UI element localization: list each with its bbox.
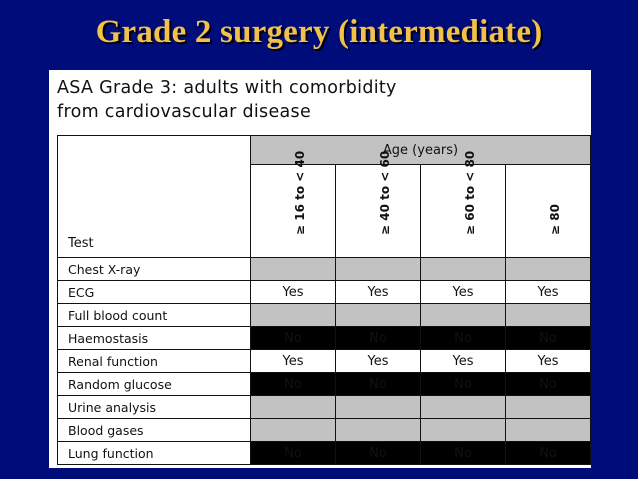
table-row: Chest X-ray bbox=[57, 257, 591, 281]
age-band-label: ≥ 16 to < 40 bbox=[293, 150, 307, 235]
table-row: Urine analysis bbox=[57, 395, 591, 419]
recommendation-cell bbox=[504, 257, 591, 281]
recommendation-cell: No bbox=[335, 326, 421, 350]
table-row: ECG Yes Yes Yes Yes bbox=[57, 280, 591, 304]
test-name-cell: Renal function bbox=[57, 349, 251, 373]
panel-heading-line-1: ASA Grade 3: adults with comorbidity bbox=[57, 78, 397, 98]
recommendation-cell bbox=[420, 395, 506, 419]
age-column-header: Age (years) bbox=[249, 135, 591, 165]
test-name-cell: Urine analysis bbox=[57, 395, 251, 419]
recommendation-cell: No bbox=[335, 441, 421, 465]
recommendation-cell: Yes bbox=[504, 349, 591, 373]
age-bands-row: ≥ 16 to < 40 ≥ 40 to < 60 ≥ 60 to < 80 ≥… bbox=[58, 151, 591, 258]
table-header-row: Test Age (years) bbox=[57, 135, 591, 258]
panel-heading-line-2: from cardiovascular disease bbox=[57, 102, 312, 122]
recommendation-cell: Yes bbox=[335, 349, 421, 373]
preop-tests-table: Test Age (years) ≥ 16 to < 40 ≥ 40 to < … bbox=[57, 135, 591, 465]
test-column-header: Test bbox=[57, 135, 251, 258]
table-row: Full blood count bbox=[57, 303, 591, 327]
recommendation-cell: No bbox=[420, 326, 506, 350]
age-band-header: ≥ 60 to < 80 bbox=[420, 151, 506, 258]
recommendation-cell bbox=[250, 303, 336, 327]
recommendation-cell bbox=[250, 395, 336, 419]
recommendation-cell: No bbox=[504, 372, 591, 396]
test-name-cell: Lung function bbox=[57, 441, 251, 465]
table-row: Haemostasis No No No No bbox=[57, 326, 591, 350]
recommendation-cell: Yes bbox=[250, 349, 336, 373]
table-row: Random glucose No No No No bbox=[57, 372, 591, 396]
guideline-table-image: ASA Grade 3: adults with comorbidity fro… bbox=[49, 70, 591, 468]
recommendation-cell: Yes bbox=[335, 280, 421, 304]
recommendation-cell bbox=[335, 395, 421, 419]
recommendation-cell bbox=[504, 395, 591, 419]
recommendation-cell: Yes bbox=[504, 280, 591, 304]
recommendation-cell bbox=[504, 303, 591, 327]
age-band-header: ≥ 16 to < 40 bbox=[250, 151, 336, 258]
recommendation-cell bbox=[335, 418, 421, 442]
recommendation-cell: Yes bbox=[420, 280, 506, 304]
recommendation-cell: No bbox=[504, 441, 591, 465]
recommendation-cell bbox=[420, 257, 506, 281]
age-band-label: ≥ 80 bbox=[548, 204, 562, 235]
table-row: Blood gases bbox=[57, 418, 591, 442]
recommendation-cell: No bbox=[504, 326, 591, 350]
recommendation-cell: Yes bbox=[420, 349, 506, 373]
age-band-label: ≥ 60 to < 80 bbox=[463, 150, 477, 235]
test-name-cell: Chest X-ray bbox=[57, 257, 251, 281]
recommendation-cell bbox=[335, 257, 421, 281]
recommendation-cell bbox=[250, 257, 336, 281]
recommendation-cell bbox=[420, 303, 506, 327]
panel-heading: ASA Grade 3: adults with comorbidity fro… bbox=[57, 76, 587, 124]
age-band-header: ≥ 80 bbox=[504, 164, 591, 258]
test-name-cell: Blood gases bbox=[57, 418, 251, 442]
recommendation-cell: No bbox=[420, 441, 506, 465]
table-row: Renal function Yes Yes Yes Yes bbox=[57, 349, 591, 373]
age-band-label: ≥ 40 to < 60 bbox=[378, 150, 392, 235]
recommendation-cell bbox=[250, 418, 336, 442]
table-body: Chest X-ray ECG Yes Yes Yes Yes Full blood cou… bbox=[57, 257, 591, 465]
slide-title: Grade 2 surgery (intermediate) bbox=[95, 14, 543, 50]
table-row: Lung function No No No No bbox=[57, 441, 591, 465]
recommendation-cell: Yes bbox=[250, 280, 336, 304]
recommendation-cell: No bbox=[335, 372, 421, 396]
test-name-cell: Haemostasis bbox=[57, 326, 251, 350]
recommendation-cell: No bbox=[250, 441, 336, 465]
recommendation-cell: No bbox=[420, 372, 506, 396]
recommendation-cell: No bbox=[250, 326, 336, 350]
test-name-cell: Full blood count bbox=[57, 303, 251, 327]
recommendation-cell bbox=[420, 418, 506, 442]
recommendation-cell: No bbox=[250, 372, 336, 396]
recommendation-cell bbox=[504, 418, 591, 442]
recommendation-cell bbox=[335, 303, 421, 327]
test-name-cell: ECG bbox=[57, 280, 251, 304]
age-band-header: ≥ 40 to < 60 bbox=[335, 151, 421, 258]
test-name-cell: Random glucose bbox=[57, 372, 251, 396]
